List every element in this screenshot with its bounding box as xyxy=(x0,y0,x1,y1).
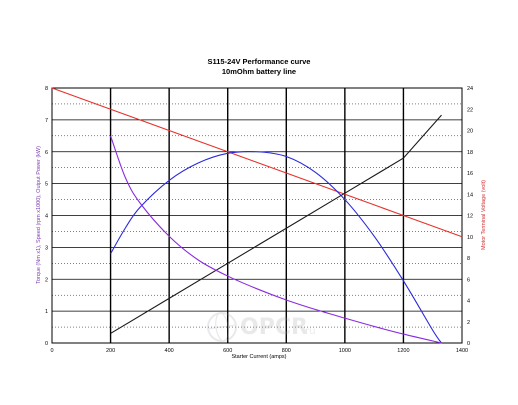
y-left-tick-label: 4 xyxy=(45,214,48,220)
y-right-tick-label: 22 xyxy=(467,107,473,113)
plot-frame xyxy=(51,87,463,344)
watermark-text: OPCR xyxy=(240,315,308,340)
y-axis-left-label: Torque (Nm x1), Speed (rpm x1000), Outpu… xyxy=(36,146,42,284)
x-tick-label: 0 xyxy=(50,348,53,354)
chart-subtitle: 10mOhm battery line xyxy=(222,67,296,76)
series-line-torque xyxy=(110,114,442,334)
y-left-tick-label: 3 xyxy=(45,245,48,251)
y-right-tick-label: 2 xyxy=(467,320,470,326)
x-tick-label: 200 xyxy=(106,348,115,354)
y-left-tick-label: 2 xyxy=(45,277,48,283)
y-left-tick-label: 5 xyxy=(45,182,48,188)
series xyxy=(51,87,463,344)
series-line-speed xyxy=(110,135,442,344)
y-right-tick-label: 0 xyxy=(467,341,470,347)
y-left-tick-label: 6 xyxy=(45,150,48,156)
y-right-tick-label: 4 xyxy=(467,299,470,305)
x-tick-label: 600 xyxy=(223,348,232,354)
y-right-tick-label: 12 xyxy=(467,214,473,220)
x-tick-label: 800 xyxy=(282,348,291,354)
y-right-tick-label: 24 xyxy=(467,86,473,92)
x-axis-label: Starter Current (amps) xyxy=(231,354,286,360)
y-right-tick-label: 20 xyxy=(467,129,473,135)
x-tick-label: 1400 xyxy=(456,348,468,354)
y-right-tick-label: 8 xyxy=(467,256,470,262)
y-right-tick-label: 14 xyxy=(467,192,473,198)
y-left-tick-label: 8 xyxy=(45,86,48,92)
grid xyxy=(52,88,462,343)
y-right-tick-label: 16 xyxy=(467,171,473,177)
y-left-tick-label: 0 xyxy=(45,341,48,347)
watermark-logo: OPCR .ru xyxy=(207,312,316,342)
y-right-tick-label: 18 xyxy=(467,150,473,156)
y-right-tick-label: 10 xyxy=(467,235,473,241)
x-tick-label: 1200 xyxy=(397,348,409,354)
series-line-voltage xyxy=(51,87,463,238)
y-right-tick-label: 6 xyxy=(467,277,470,283)
x-tick-label: 1000 xyxy=(339,348,351,354)
y-axis-right-label: Motor Terminal Voltage (volt) xyxy=(481,180,487,250)
globe-icon xyxy=(207,312,237,342)
tick-labels: 0 200 400 600 800 1000 1200 1400012345678024681… xyxy=(45,86,473,354)
y-left-tick-label: 1 xyxy=(45,309,48,315)
y-left-tick-label: 7 xyxy=(45,118,48,124)
chart-title: S115-24V Performance curve xyxy=(208,57,311,66)
watermark-suffix: .ru xyxy=(302,326,316,337)
x-tick-label: 400 xyxy=(165,348,174,354)
